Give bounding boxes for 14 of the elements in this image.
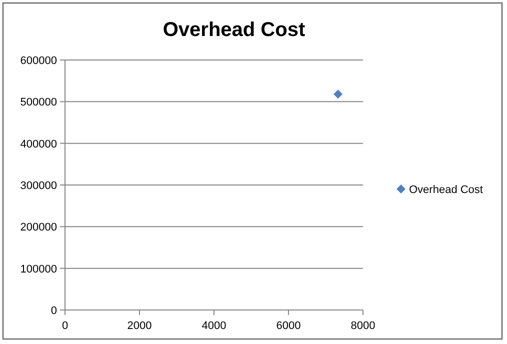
x-tick-label: 2000 bbox=[127, 320, 152, 332]
x-tick-label: 8000 bbox=[350, 320, 376, 332]
y-tick-label: 600000 bbox=[20, 55, 57, 67]
y-tick-label: 0 bbox=[50, 305, 57, 317]
x-tick-label: 6000 bbox=[276, 320, 301, 332]
legend-label: Overhead Cost bbox=[409, 184, 483, 196]
chart-title: Overhead Cost bbox=[162, 19, 306, 41]
y-tick-label: 300000 bbox=[20, 180, 57, 192]
y-tick-label: 400000 bbox=[20, 138, 57, 150]
y-tick-label: 100000 bbox=[20, 263, 57, 276]
y-tick-label: 200000 bbox=[20, 222, 57, 234]
x-tick-label: 0 bbox=[62, 320, 68, 332]
x-tick-label: 4000 bbox=[202, 320, 226, 332]
y-tick-label: 500000 bbox=[20, 96, 57, 109]
